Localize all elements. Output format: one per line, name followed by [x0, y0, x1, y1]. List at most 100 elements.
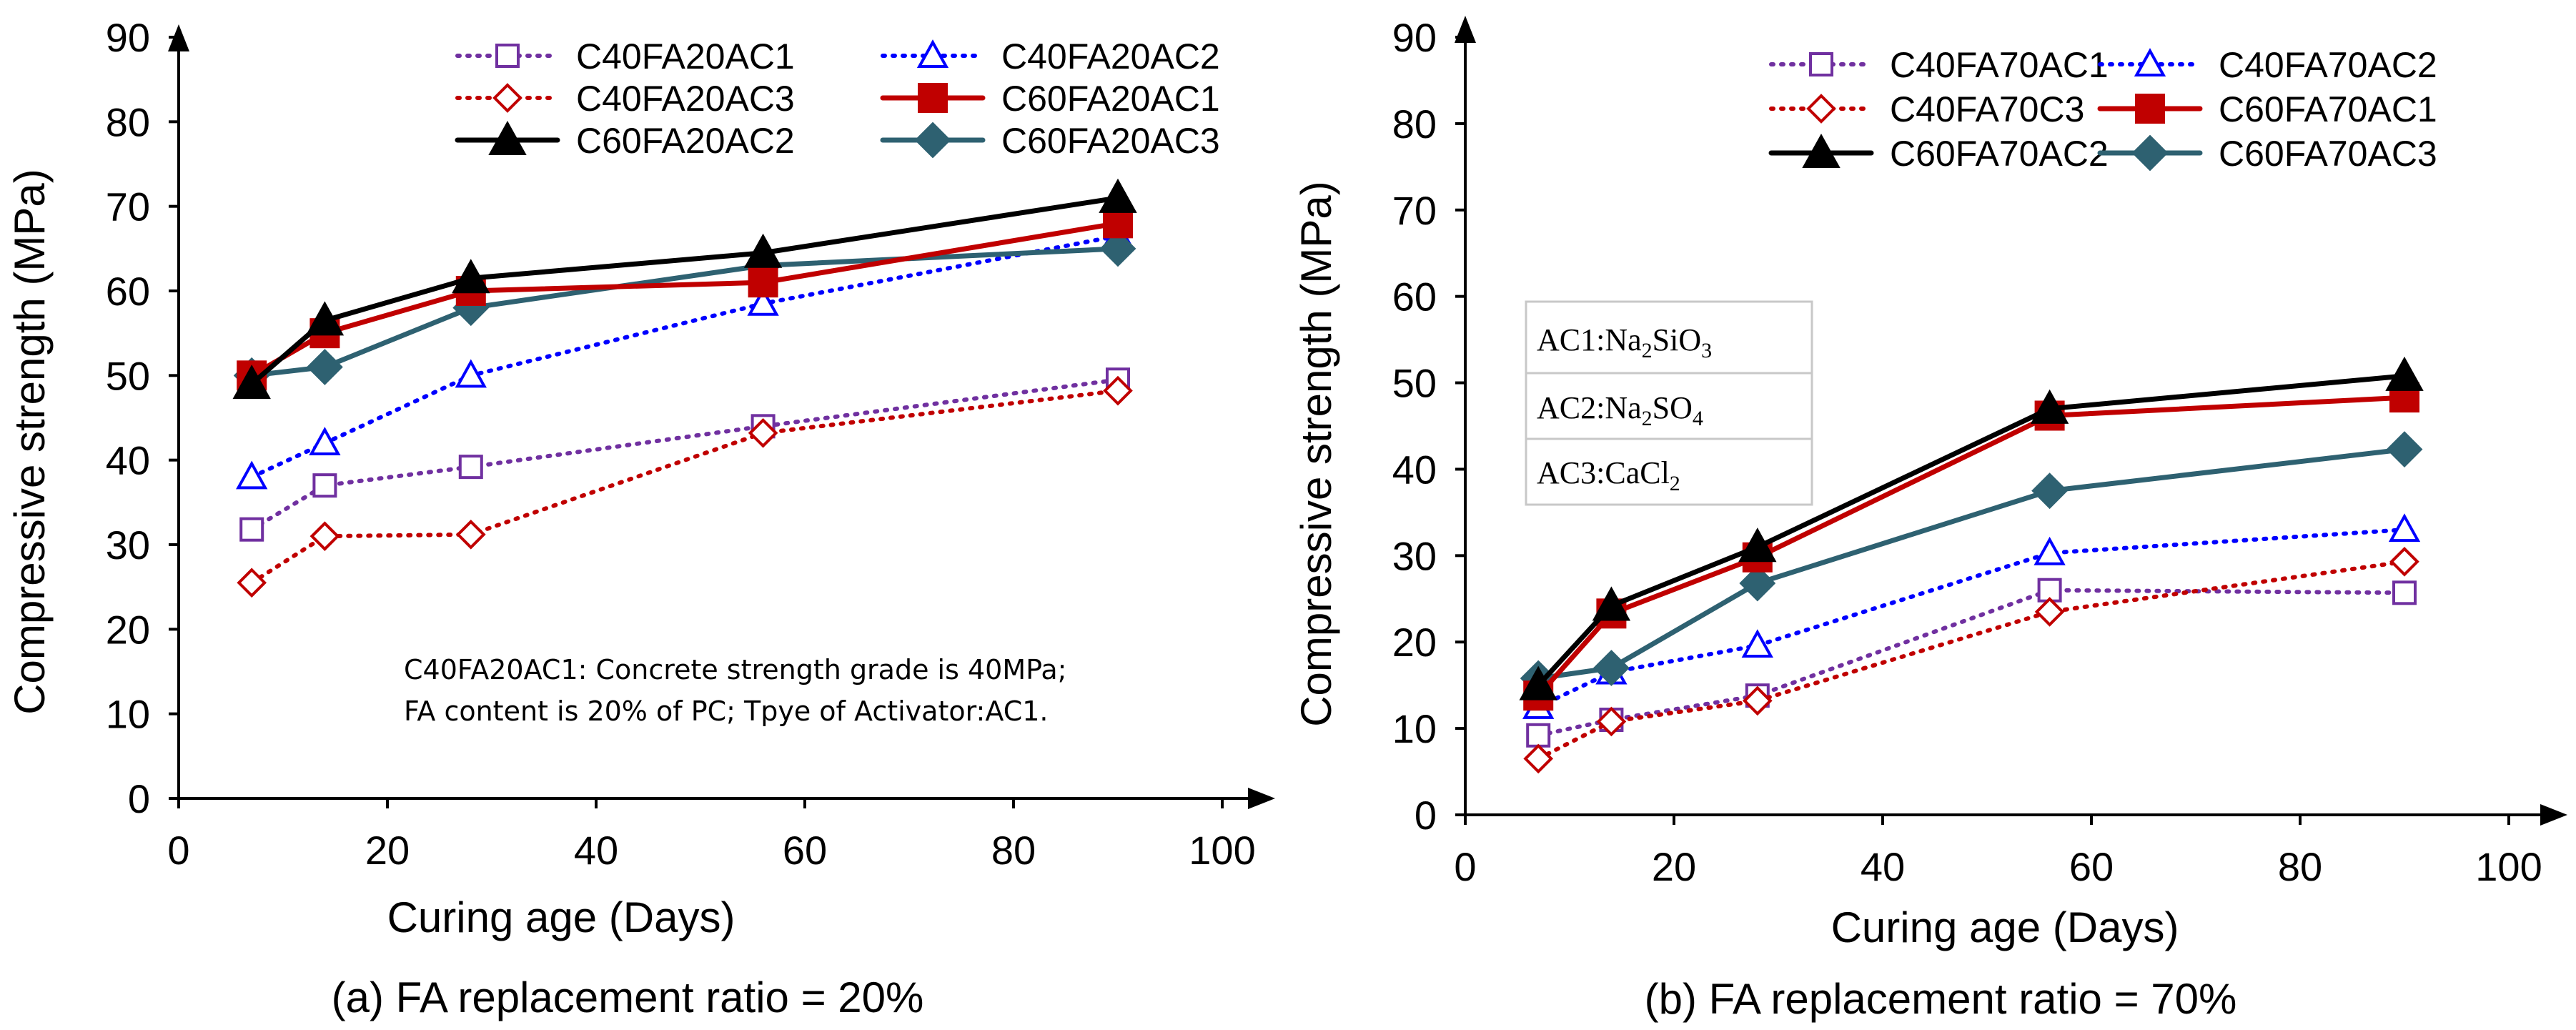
- legend-item-C40FA70C3: C40FA70C3: [1769, 89, 2084, 129]
- series-C40FA70AC2-point-3: [2033, 536, 2066, 565]
- panel-a-x-tick-label: 40: [574, 828, 618, 873]
- series-C40FA70C3-point-2: [1742, 685, 1773, 716]
- series-C40FA20AC2-point-3: [747, 287, 779, 316]
- panel-a-caption: (a) FA replacement ratio = 20%: [332, 974, 924, 1021]
- panel-b-y-tick-label: 80: [1392, 101, 1437, 147]
- panel-b-y-tick-label: 70: [1392, 188, 1437, 233]
- legend-label-C40FA20AC2: C40FA20AC2: [1001, 36, 1220, 76]
- series-C60FA70AC3-point-1: [1592, 650, 1630, 686]
- series-C40FA20AC3-point-2: [455, 519, 486, 550]
- legend-item-C40FA20AC1: C40FA20AC1: [455, 36, 795, 76]
- series-C40FA20AC1-point-0: [239, 517, 264, 542]
- series-C40FA20AC3-point-4: [1103, 375, 1133, 406]
- legend-item-C60FA20AC1: C60FA20AC1: [880, 79, 1220, 119]
- activator-box: AC1:Na2SiO3 AC2:Na2SO4 AC3:CaCl2: [1525, 300, 1813, 506]
- activator-ac2: AC2:Na2SO4: [1537, 390, 1703, 430]
- series-C40FA70C3-point-1: [1596, 706, 1627, 737]
- series-C60FA70AC2-point-4: [2385, 356, 2424, 391]
- series-C60FA70AC2-point-2: [1738, 528, 1777, 563]
- legend-swatch-marker-C60FA20AC1: [918, 83, 948, 113]
- panel-b-x-tick-label: 60: [2069, 844, 2114, 889]
- series-C60FA70AC3-point-3: [2031, 472, 2069, 510]
- panel-b-y-axis-arrow: [1455, 16, 1476, 43]
- panel-a-y-tick-label: 80: [106, 99, 150, 144]
- panel-b-series: [1519, 356, 2424, 774]
- panel-a-y-axis-label: Compressive strength (MPa): [6, 169, 54, 715]
- panel-a-series: [232, 178, 1137, 598]
- panel-b-x-axis-arrow: [2540, 804, 2567, 826]
- series-C60FA20AC2-point-2: [452, 259, 490, 294]
- series-C60FA70AC2-point-1: [1592, 586, 1631, 621]
- series-C40FA20AC3-point-0: [237, 568, 267, 598]
- panel-a-y-tick-label: 30: [106, 523, 150, 568]
- legend-swatch-marker-C60FA20AC2: [488, 120, 527, 155]
- legend-item-C40FA20AC2: C40FA20AC2: [881, 36, 1220, 76]
- series-C60FA20AC1-point-4: [1103, 208, 1133, 239]
- legend-swatch-marker-C60FA20AC3: [914, 122, 951, 159]
- legend-item-C40FA20AC3: C40FA20AC3: [455, 79, 795, 119]
- legend-swatch-marker-C40FA70C3: [1806, 94, 1836, 124]
- panel-a-y-tick-label: 40: [106, 438, 150, 483]
- series-C40FA70AC2-point-4: [2388, 513, 2421, 543]
- panel-a-ticks: 0 10 20 30 40 50 60 70 80 90 0 20 40 60 80 100: [106, 15, 1256, 873]
- series-C60FA70AC2-point-0: [1519, 665, 1557, 700]
- legend-swatch-marker-C40FA70AC2: [2134, 48, 2166, 76]
- series-C40FA20AC3-point-3: [748, 417, 778, 448]
- series-C60FA20AC3-point-1: [306, 349, 343, 385]
- legend-label-C40FA70AC2: C40FA70AC2: [2219, 45, 2437, 85]
- panel-b-x-tick-label: 0: [1454, 844, 1476, 889]
- series-C40FA20AC1-point-2: [458, 455, 483, 480]
- legend-label-C60FA20AC2: C60FA20AC2: [576, 121, 795, 161]
- panel-a-y-tick-label: 10: [106, 692, 150, 737]
- panel-b-y-tick-label: 0: [1415, 793, 1437, 838]
- series-C40FA20AC1-point-1: [312, 473, 337, 498]
- series-C40FA20AC2-point-1: [309, 427, 341, 455]
- panel-b-x-tick-label: 80: [2278, 844, 2322, 889]
- series-C40FA20AC2: [236, 219, 1134, 490]
- series-C40FA20AC1-line: [249, 377, 1120, 532]
- activator-ac1: AC1:Na2SiO3: [1537, 322, 1712, 362]
- series-C40FA20AC3: [237, 375, 1133, 598]
- series-C40FA20AC1: [239, 367, 1130, 542]
- panel-a-x-tick-label: 100: [1189, 828, 1255, 873]
- legend-swatch-marker-C40FA70AC1: [1809, 52, 1833, 76]
- legend-item-C60FA70AC3: C60FA70AC3: [2097, 134, 2437, 174]
- series-C60FA20AC2-point-0: [232, 365, 271, 400]
- series-C60FA20AC2-line: [249, 195, 1121, 387]
- panel-a-legend: C40FA20AC1 C40FA20AC2 C40FA20AC3 C60FA20AC1…: [455, 36, 1220, 161]
- panel-a-y-tick-label: 0: [128, 776, 150, 821]
- panel-b-x-tick-label: 20: [1652, 844, 1696, 889]
- series-C40FA70C3-point-3: [2034, 597, 2065, 627]
- panel-b-x-tick-label: 40: [1861, 844, 1905, 889]
- legend-swatch-marker-C40FA20AC3: [492, 83, 522, 113]
- panel-b-ticks: 0 10 20 30 40 50 60 70 80 90 0 20 40 60 80 100: [1392, 15, 2542, 889]
- panel-a-y-tick-label: 20: [106, 607, 150, 652]
- legend-label-C40FA70C3: C40FA70C3: [1890, 89, 2084, 129]
- panel-a-x-axis-arrow: [1248, 788, 1275, 809]
- panel-a-x-tick-label: 0: [167, 828, 189, 873]
- legend-label-C60FA20AC3: C60FA20AC3: [1001, 121, 1220, 161]
- panel-b-y-axis-label: Compressive strength (MPa): [1292, 181, 1340, 727]
- panel-a-y-tick-label: 90: [106, 15, 150, 60]
- legend-label-C60FA70AC1: C60FA70AC1: [2219, 89, 2437, 129]
- panel-a-x-tick-label: 20: [365, 828, 410, 873]
- series-C40FA70C3-point-4: [2389, 546, 2419, 577]
- series-C60FA20AC2-point-3: [743, 233, 783, 268]
- panel-b-x-axis-label: Curing age (Days): [1831, 903, 2179, 951]
- legend-swatch-marker-C40FA20AC2: [916, 39, 949, 68]
- series-C60FA20AC3-point-4: [1099, 230, 1136, 267]
- panel-b-y-tick-label: 10: [1392, 706, 1437, 751]
- series-C40FA70C3: [1523, 546, 2419, 774]
- panel-b-y-tick-label: 90: [1392, 15, 1437, 60]
- panel-b-y-tick-label: 60: [1392, 274, 1437, 320]
- legend-swatch-marker-C40FA20AC1: [495, 44, 520, 68]
- panel-a-y-tick-label: 70: [106, 184, 150, 229]
- legend-label-C60FA70AC2: C60FA70AC2: [1890, 134, 2109, 174]
- panel-b-legend: C40FA70AC1 C40FA70AC2 C40FA70C3 C60FA70AC1 C…: [1768, 45, 2437, 174]
- legend-item-C40FA70AC2: C40FA70AC2: [2098, 45, 2437, 85]
- series-C40FA70AC1-point-0: [1526, 723, 1551, 748]
- series-C40FA20AC2-line: [249, 234, 1120, 480]
- legend-item-C40FA70AC1: C40FA70AC1: [1769, 45, 2109, 85]
- panel-a-x-tick-label: 80: [991, 828, 1036, 873]
